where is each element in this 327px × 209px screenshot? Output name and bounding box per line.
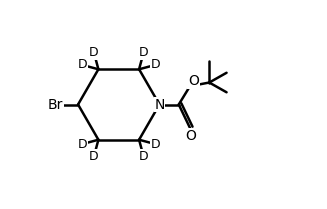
Text: O: O [188,74,199,88]
Text: D: D [139,150,148,163]
Text: Br: Br [48,98,63,111]
Text: D: D [77,58,87,71]
Text: D: D [139,46,148,59]
Text: N: N [154,98,164,111]
Text: D: D [89,46,99,59]
Text: D: D [151,58,160,71]
Text: O: O [185,129,197,143]
Text: D: D [77,138,87,151]
Text: D: D [151,138,160,151]
Text: D: D [89,150,99,163]
